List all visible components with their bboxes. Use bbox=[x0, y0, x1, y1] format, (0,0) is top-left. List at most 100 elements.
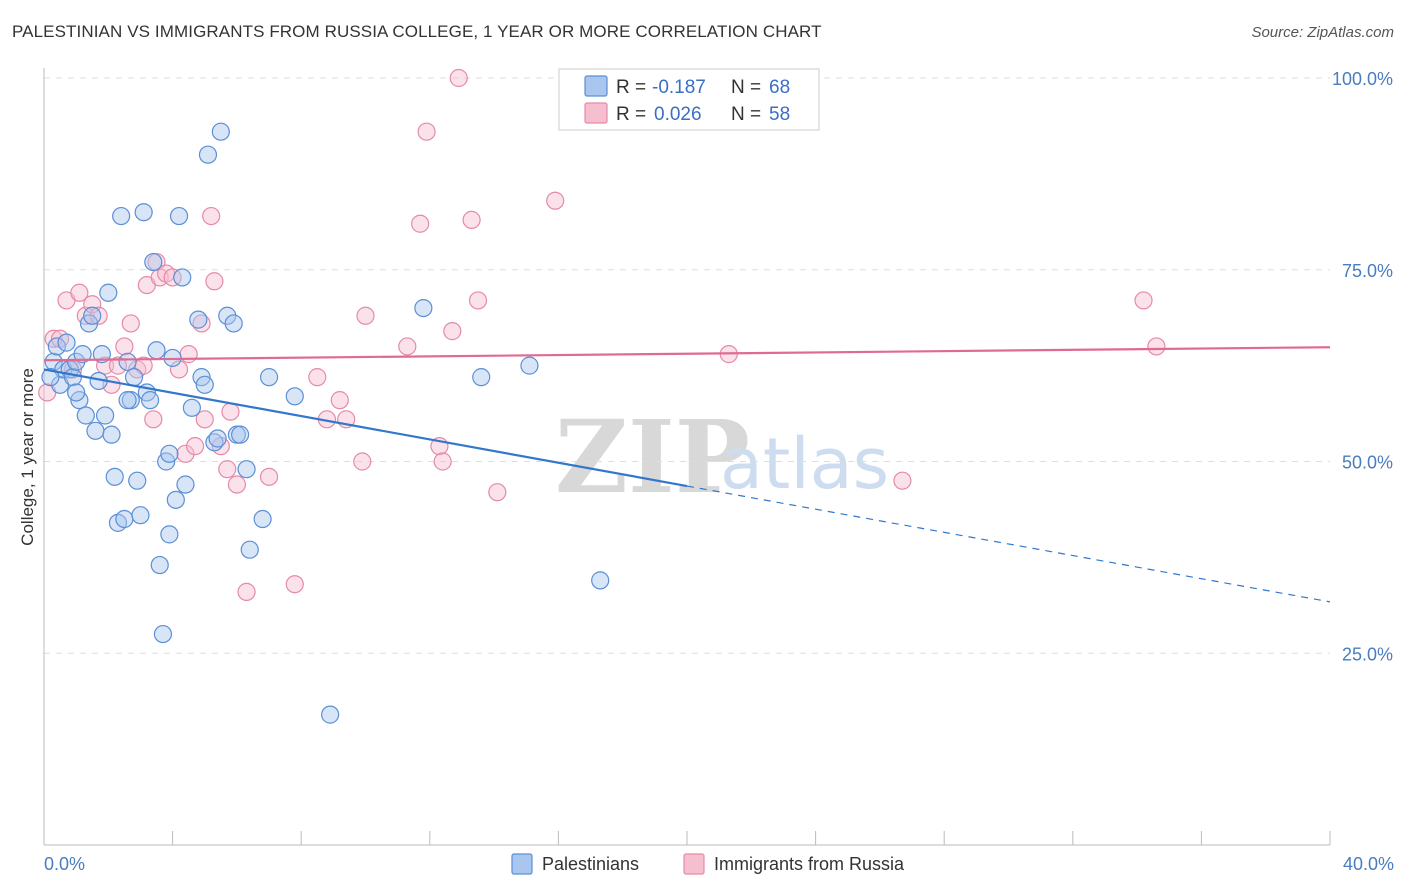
y-tick-labels: 25.0% 50.0% 75.0% 100.0% bbox=[1332, 69, 1393, 664]
data-point-palestinians bbox=[83, 306, 102, 325]
data-point-russia bbox=[95, 356, 115, 375]
data-point-palestinians bbox=[520, 356, 539, 375]
data-point-palestinians bbox=[150, 555, 169, 575]
data-point-palestinians bbox=[176, 475, 195, 494]
data-point-palestinians bbox=[160, 525, 179, 544]
data-point-palestinians bbox=[134, 203, 153, 222]
data-point-russia bbox=[163, 268, 182, 287]
chart-title: PALESTINIAN VS IMMIGRANTS FROM RUSSIA CO… bbox=[12, 22, 822, 41]
data-point-russia bbox=[356, 306, 375, 325]
legend-r-label-pink: R = bbox=[616, 104, 646, 125]
data-point-palestinians bbox=[147, 341, 166, 360]
data-point-russia bbox=[285, 575, 304, 594]
data-point-russia bbox=[179, 345, 198, 364]
data-point-russia bbox=[121, 314, 140, 333]
data-point-palestinians bbox=[63, 368, 83, 387]
data-point-russia bbox=[443, 322, 462, 341]
legend-swatch-pink bbox=[584, 102, 608, 124]
series-palestinians bbox=[41, 122, 610, 724]
series-legend-label-russia: Immigrants from Russia bbox=[714, 854, 905, 874]
data-point-palestinians bbox=[92, 345, 111, 364]
data-point-palestinians bbox=[195, 375, 214, 394]
data-point-russia bbox=[259, 467, 279, 486]
trend-lines bbox=[43, 346, 1331, 603]
correlation-legend: R = -0.187 N = 68 R = 0.026 N = 58 bbox=[558, 68, 820, 131]
data-point-palestinians bbox=[240, 540, 259, 559]
y-tick-label-50: 50.0% bbox=[1342, 453, 1393, 473]
data-point-palestinians bbox=[47, 337, 66, 356]
series-legend-swatch-russia bbox=[683, 853, 705, 875]
data-point-russia bbox=[488, 483, 507, 502]
x-tick-label-max: 40.0% bbox=[1343, 854, 1394, 874]
data-point-palestinians bbox=[231, 425, 250, 444]
y-axis-label: College, 1 year or more bbox=[18, 368, 37, 546]
data-point-palestinians bbox=[169, 206, 189, 226]
legend-n-label-pink: N = bbox=[731, 104, 761, 125]
data-point-palestinians bbox=[166, 490, 185, 509]
watermark-zip: ZIP bbox=[555, 398, 750, 516]
data-point-palestinians bbox=[153, 624, 173, 644]
data-point-palestinians bbox=[182, 398, 201, 417]
data-point-palestinians bbox=[118, 352, 137, 371]
trend-line-palestinians bbox=[43, 368, 688, 488]
data-point-russia bbox=[417, 122, 436, 141]
data-point-russia bbox=[398, 337, 417, 356]
data-point-palestinians bbox=[105, 467, 124, 486]
data-point-palestinians bbox=[118, 391, 137, 410]
data-point-palestinians bbox=[73, 345, 92, 364]
data-point-palestinians bbox=[472, 368, 491, 387]
data-point-russia bbox=[237, 582, 256, 601]
data-point-palestinians bbox=[86, 421, 105, 440]
legend-r-label-blue: R = bbox=[616, 77, 646, 98]
data-point-russia bbox=[176, 444, 195, 463]
data-point-palestinians bbox=[76, 406, 95, 425]
data-point-russia bbox=[89, 306, 108, 325]
x-tick-label-min: 0.0% bbox=[44, 854, 85, 874]
data-point-palestinians bbox=[198, 145, 218, 164]
data-point-palestinians bbox=[208, 429, 227, 448]
data-point-russia bbox=[169, 360, 189, 379]
data-point-palestinians bbox=[173, 268, 192, 287]
data-point-palestinians bbox=[189, 310, 208, 329]
data-point-palestinians bbox=[99, 283, 118, 302]
data-point-palestinians bbox=[414, 299, 433, 318]
data-point-palestinians bbox=[140, 391, 160, 410]
chart-source: Source: ZipAtlas.com bbox=[1251, 24, 1394, 41]
y-tick-label-25: 25.0% bbox=[1342, 644, 1393, 664]
data-point-russia bbox=[449, 68, 468, 88]
y-tick-label-100: 100.0% bbox=[1332, 69, 1393, 89]
data-point-russia bbox=[186, 437, 205, 456]
data-point-palestinians bbox=[160, 444, 179, 463]
data-point-palestinians bbox=[57, 333, 76, 352]
data-point-palestinians bbox=[253, 509, 272, 529]
data-point-palestinians bbox=[591, 571, 610, 590]
data-point-palestinians bbox=[224, 314, 243, 333]
data-point-palestinians bbox=[131, 506, 150, 525]
data-point-palestinians bbox=[259, 368, 279, 387]
data-point-russia bbox=[330, 391, 349, 410]
legend-n-label-blue: N = bbox=[731, 77, 761, 98]
data-point-palestinians bbox=[102, 425, 121, 444]
series-legend-swatch-palestinians bbox=[511, 853, 533, 875]
legend-swatch-blue bbox=[584, 75, 608, 97]
series-legend-label-palestinians: Palestinians bbox=[542, 854, 639, 874]
data-point-russia bbox=[227, 475, 246, 494]
data-point-russia bbox=[144, 410, 163, 429]
data-point-palestinians bbox=[285, 387, 304, 406]
data-point-russia bbox=[70, 283, 89, 302]
data-point-russia bbox=[546, 191, 565, 210]
data-point-palestinians bbox=[124, 368, 144, 387]
y-tick-label-75: 75.0% bbox=[1342, 261, 1393, 281]
gridlines bbox=[44, 77, 1330, 654]
data-point-russia bbox=[108, 356, 128, 375]
data-point-palestinians bbox=[115, 509, 134, 529]
data-point-russia bbox=[411, 214, 430, 233]
data-point-russia bbox=[353, 452, 372, 471]
data-point-russia bbox=[462, 210, 481, 229]
data-point-palestinians bbox=[211, 122, 230, 141]
data-point-palestinians bbox=[128, 471, 147, 490]
data-point-palestinians bbox=[67, 383, 86, 402]
data-point-russia bbox=[218, 460, 237, 479]
legend-r-value-blue: -0.187 bbox=[652, 77, 706, 98]
data-point-palestinians bbox=[41, 368, 60, 387]
